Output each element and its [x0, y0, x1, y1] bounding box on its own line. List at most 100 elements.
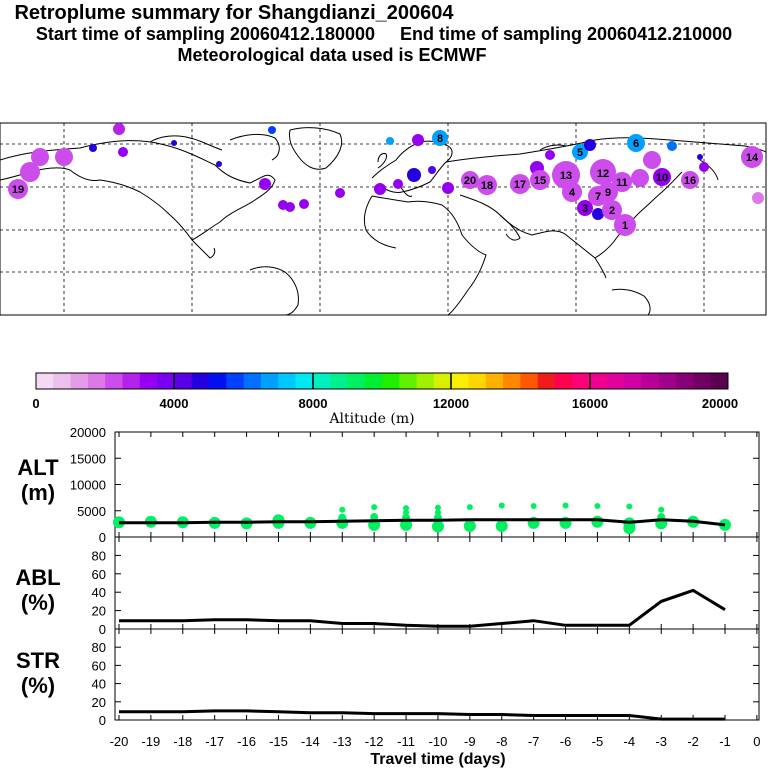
- plume-day-label: 10: [656, 172, 668, 184]
- plume-point: [89, 144, 97, 152]
- colorbar-cell: [572, 373, 591, 389]
- retroplume-map: 1 2 3 4 5 6 7 8 9 10 11 12 13 14 15 16 1…: [0, 122, 767, 316]
- altitude-line: [119, 518, 726, 527]
- colorbar-cell: [589, 373, 608, 389]
- altitude-cluster-point: [658, 506, 665, 513]
- colorbar-cell: [503, 373, 521, 389]
- colorbar-cells: [36, 373, 729, 389]
- x-tick-label: -20: [110, 734, 129, 749]
- altitude-clusters: [113, 502, 731, 535]
- colorbar-cell: [87, 373, 106, 389]
- colorbar-cell: [260, 373, 279, 389]
- plume-point: [428, 166, 436, 174]
- altitude-cluster-point: [434, 509, 441, 516]
- plume-point: [285, 202, 295, 212]
- plume-point: [545, 150, 555, 160]
- plume-point: [627, 134, 645, 152]
- plume-point: [461, 171, 479, 189]
- plume-point: [510, 174, 530, 194]
- colorbar-cell: [693, 373, 712, 389]
- plume-day-label: 18: [481, 180, 493, 192]
- plume-point: [612, 172, 632, 192]
- altitude-cluster-point: [562, 502, 569, 509]
- colorbar-cell: [70, 373, 89, 389]
- colorbar-tick: 20000: [702, 396, 738, 411]
- x-axis-label: Travel time (days): [370, 751, 505, 768]
- plume-day-label: 11: [616, 177, 628, 189]
- x-tick-label: -11: [397, 734, 415, 749]
- x-tick-label: -1: [719, 734, 731, 749]
- y-tick-label: 15000: [70, 451, 106, 466]
- colorbar-cell: [226, 373, 245, 389]
- x-tick-label: -5: [592, 734, 604, 749]
- plume-point: [268, 126, 276, 134]
- y-tick-label: 80: [92, 640, 106, 655]
- plume-day-label: 12: [597, 168, 609, 180]
- plume-point: [374, 183, 386, 195]
- y-tick-label: 60: [92, 567, 106, 582]
- y-tick-label: 0: [99, 622, 106, 637]
- plume-point: [584, 139, 596, 151]
- colorbar-cell: [451, 373, 469, 389]
- altitude-cluster-point: [338, 513, 347, 522]
- plume-point: [602, 200, 622, 220]
- colorbar-tick: 4000: [160, 396, 189, 411]
- plume-point: [393, 179, 403, 189]
- plume-day-label: 20: [464, 175, 476, 187]
- plume-point: [432, 130, 448, 146]
- plume-point: [631, 169, 649, 187]
- colorbar-cell: [382, 373, 400, 389]
- alt-panel-unit: (m): [21, 480, 55, 505]
- altitude-cluster-point: [403, 509, 410, 516]
- plume-point: [562, 182, 582, 202]
- colorbar-cell: [53, 373, 72, 389]
- altitude-cluster-point: [463, 519, 476, 532]
- x-tick-label: -10: [429, 734, 448, 749]
- plume-day-label: 7: [595, 191, 601, 203]
- plume-point: [681, 171, 699, 189]
- plume-point: [741, 146, 763, 168]
- plume-point: [31, 148, 49, 166]
- altitude-cluster-point: [431, 520, 444, 533]
- colorbar-cell: [641, 373, 660, 389]
- colorbar-cell: [624, 373, 642, 389]
- colorbar-cell: [139, 373, 158, 389]
- y-tick-label: 5000: [77, 504, 106, 519]
- plume-point: [412, 134, 424, 146]
- chart-title: Retroplume summary for Shangdianzi_20060…: [14, 2, 454, 24]
- altitude-cluster-point: [370, 513, 379, 522]
- x-tick-label: -17: [205, 734, 224, 749]
- plume-point: [752, 192, 764, 204]
- plume-point: [577, 200, 593, 216]
- plume-point: [299, 199, 309, 209]
- colorbar-cell: [330, 373, 348, 389]
- colorbar-cell: [555, 373, 573, 389]
- abl-panel-unit: (%): [21, 590, 55, 615]
- x-tick-label: -3: [655, 734, 667, 749]
- altitude-cluster-point: [466, 504, 473, 511]
- plume-point: [20, 162, 40, 182]
- plume-point: [667, 141, 677, 151]
- plume-point: [552, 161, 580, 189]
- colorbar-cell: [658, 373, 677, 389]
- colorbar-tick: 0: [32, 396, 39, 411]
- abl-line: [119, 588, 726, 628]
- colorbar-cell: [433, 373, 452, 389]
- x-tick-label: -13: [333, 734, 352, 749]
- altitude-cluster-point: [272, 514, 285, 527]
- colorbar-cell: [676, 373, 694, 389]
- plume-point: [590, 159, 616, 185]
- x-ticks: [118, 432, 758, 720]
- plume-day-label: 4: [569, 187, 576, 199]
- y-tick-label: 40: [92, 585, 106, 600]
- panels-frame: [114, 431, 760, 721]
- colorbar-cell: [416, 373, 435, 389]
- altitude-cluster-point: [403, 505, 410, 512]
- y-tick-label: 80: [92, 548, 106, 563]
- colorbar-cell: [710, 373, 729, 389]
- colorbar-cell: [209, 373, 227, 389]
- plume-point: [572, 144, 588, 160]
- x-tick-label: -2: [687, 734, 699, 749]
- colorbar-cell: [105, 373, 123, 389]
